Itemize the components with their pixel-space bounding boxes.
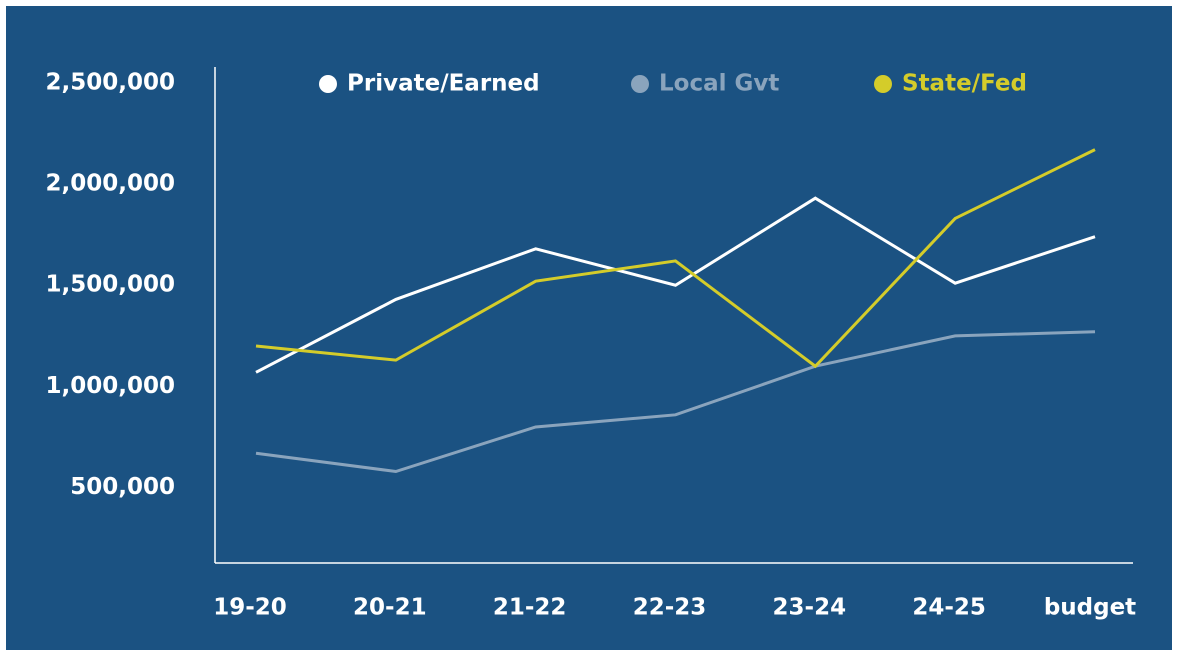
legend-marker xyxy=(631,75,649,93)
y-tick-label: 2,500,000 xyxy=(46,69,176,95)
x-tick-label: budget xyxy=(1044,595,1136,621)
series-line xyxy=(255,330,1096,474)
legend-label: Local Gvt xyxy=(659,71,779,97)
x-tick-label: 21-22 xyxy=(493,595,567,621)
legend-marker xyxy=(874,75,892,93)
y-tick-label: 1,500,000 xyxy=(46,272,176,298)
legend-label: Private/Earned xyxy=(347,71,540,97)
series-line xyxy=(255,196,1096,374)
series-line xyxy=(255,148,1096,369)
legend-label: State/Fed xyxy=(902,71,1027,97)
x-tick-label: 24-25 xyxy=(912,595,986,621)
x-tick-label: 22-23 xyxy=(633,595,707,621)
y-tick-label: 2,000,000 xyxy=(46,171,176,197)
y-tick-label: 500,000 xyxy=(70,474,175,500)
background xyxy=(6,6,1172,650)
x-tick-label: 23-24 xyxy=(773,595,847,621)
x-tick-label: 19-20 xyxy=(213,595,287,621)
legend-marker xyxy=(319,75,337,93)
x-tick-label: 20-21 xyxy=(353,595,427,621)
y-tick-label: 1,000,000 xyxy=(46,373,176,399)
